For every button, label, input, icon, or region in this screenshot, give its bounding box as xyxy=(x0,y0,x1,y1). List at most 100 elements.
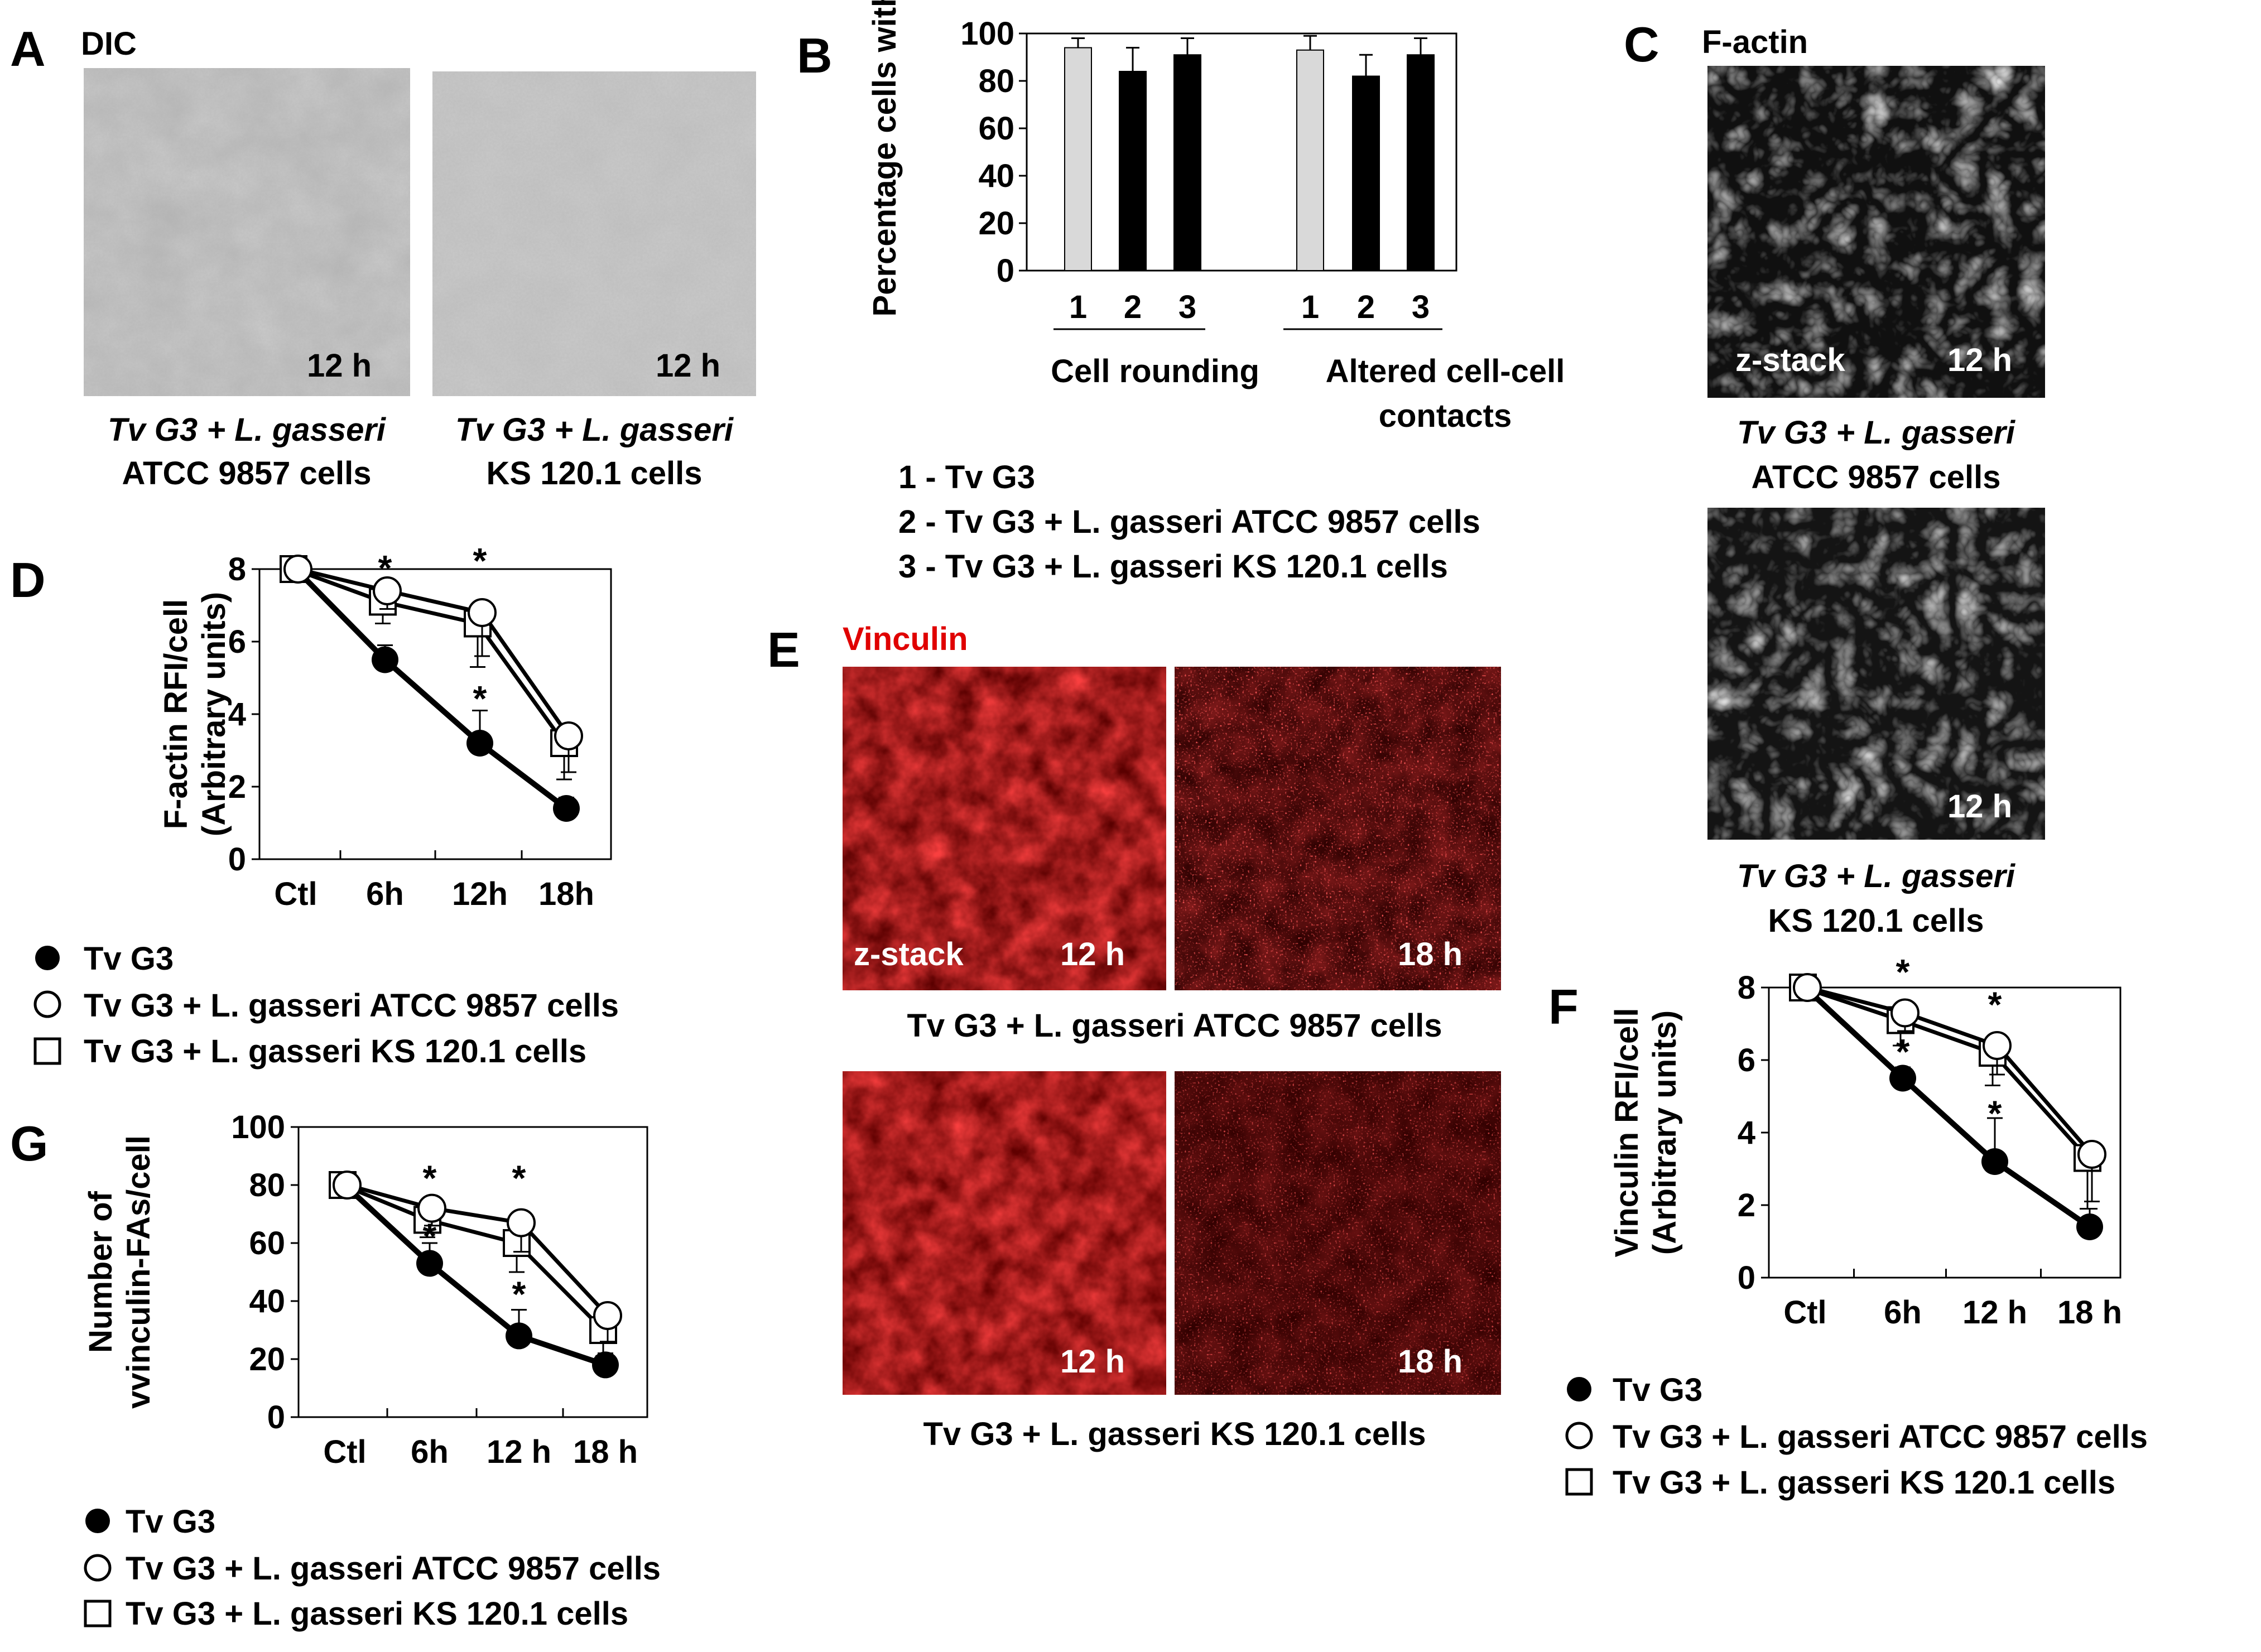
legend-filled-circle xyxy=(35,946,60,970)
panel-f-letter: F xyxy=(1548,979,1579,1034)
significance-star: * xyxy=(473,678,487,719)
significance-star: * xyxy=(423,1158,437,1198)
y-axis-label: (Arbitrary units) xyxy=(1647,1010,1683,1255)
panel-d-legend: Tv G3 Tv G3 + L. gasseri ATCC 9857 cells… xyxy=(33,941,619,1070)
panel-f-legend-3: Tv G3 + L. gasseri KS 120.1 cells xyxy=(1613,1465,2115,1501)
panel-d-legend-2: Tv G3 + L. gasseri ATCC 9857 cells xyxy=(84,988,619,1024)
plot-frame xyxy=(1026,32,1457,272)
data-point xyxy=(2077,1140,2106,1169)
data-point xyxy=(2076,1213,2103,1240)
series-line xyxy=(1807,985,2094,1156)
group-label-rounding: Cell rounding xyxy=(1051,353,1259,389)
x-category-label: 3 xyxy=(1412,289,1430,325)
panel-f-legend-1: Tv G3 xyxy=(1613,1372,1702,1408)
factin-atcc-time: 12 h xyxy=(1947,342,2012,378)
data-point xyxy=(468,598,497,627)
chart-d: 0 2 4 6 8 Ctl 6h 12h 18h F-actin RFI/cell (Arbitra… xyxy=(158,541,612,912)
panel-e-caption-2: Tv G3 + L. gasseri KS 120.1 cells xyxy=(923,1416,1426,1452)
factin-image-atcc xyxy=(1707,66,2045,398)
legend-open-square xyxy=(33,1037,61,1065)
x-category-label: 6h xyxy=(1884,1294,1922,1331)
dic-image-atcc xyxy=(84,68,410,396)
y-tick-label: 0 xyxy=(1738,1260,1755,1296)
panel-b-legend-2: 2 - Tv G3 + L. gasseri ATCC 9857 cells xyxy=(898,504,1480,540)
y-tick-label: 0 xyxy=(267,1399,285,1436)
panel-a-caption-2a: Tv G3 + L. gasseri xyxy=(455,412,734,448)
series-line xyxy=(1802,985,2089,1159)
y-axis-label: (Arbitrary units) xyxy=(196,592,232,836)
data-point xyxy=(1889,1065,1916,1092)
y-tick-label: 0 xyxy=(228,841,246,878)
panel-c-title: F-actin xyxy=(1702,24,1808,60)
data-point xyxy=(592,1351,619,1379)
legend-open-square xyxy=(1565,1468,1593,1496)
panel-f-legend: Tv G3 Tv G3 + L. gasseri ATCC 9857 cells… xyxy=(1565,1372,2148,1501)
data-point xyxy=(333,1171,362,1200)
factin-ks-time: 12 h xyxy=(1947,788,2012,825)
panel-c-caption-2b: KS 120.1 cells xyxy=(1768,903,1984,939)
panel-a-caption-1a: Tv G3 + L. gasseri xyxy=(108,412,387,448)
significance-star: * xyxy=(1896,952,1910,992)
y-tick-label: 40 xyxy=(249,1283,285,1319)
y-axis-label: Vinculin RFI/cell xyxy=(1609,1008,1645,1258)
panel-c-caption-1a: Tv G3 + L. gasseri xyxy=(1737,415,2016,451)
significance-star: * xyxy=(1988,985,2002,1025)
y-tick-label: 100 xyxy=(231,1109,285,1145)
panel-e-caption-1: Tv G3 + L. gasseri ATCC 9857 cells xyxy=(907,1008,1442,1044)
significance-star: * xyxy=(378,548,392,588)
x-category-label: 18 h xyxy=(2057,1294,2122,1331)
panel-a-caption-1b: ATCC 9857 cells xyxy=(122,455,371,492)
legend-open-square xyxy=(84,1600,112,1627)
x-category-label: 1 xyxy=(1069,289,1087,325)
panel-g-letter: G xyxy=(10,1116,48,1171)
series-line xyxy=(343,1183,607,1368)
vinculin-ks-time-12: 12 h xyxy=(1060,1343,1125,1380)
legend-filled-circle xyxy=(1567,1377,1591,1401)
dic-atcc-time: 12 h xyxy=(307,348,372,384)
data-point xyxy=(554,721,583,750)
vinculin-atcc-12h xyxy=(843,667,1166,990)
y-axis-label: F-actin RFI/cell xyxy=(158,599,194,830)
data-point xyxy=(593,1301,622,1330)
data-point xyxy=(373,576,402,605)
plot-frame xyxy=(1768,986,2122,1279)
data-point xyxy=(1983,1031,2012,1060)
legend-open-circle xyxy=(84,1554,112,1582)
chart-f: 0 2 4 6 8 Ctl 6h 12 h 18 h Vinculin RFI/cell (Arbi… xyxy=(1609,952,2122,1331)
y-tick-label: 60 xyxy=(978,110,1014,147)
bar xyxy=(1173,54,1201,271)
bar xyxy=(1119,71,1147,271)
significance-star: * xyxy=(512,1158,526,1198)
y-tick-label: 6 xyxy=(228,624,246,660)
data-point xyxy=(417,1193,446,1223)
panel-c-caption-2a: Tv G3 + L. gasseri xyxy=(1737,858,2016,894)
y-tick-label: 20 xyxy=(978,205,1014,242)
panel-d-letter: D xyxy=(10,552,46,608)
data-point xyxy=(1793,973,1822,1002)
chart-g: 0 20 40 60 80 100 Ctl 6h 12 h 18 h Number of vvincu… xyxy=(83,1109,648,1470)
panel-g-legend: Tv G3 Tv G3 + L. gasseri ATCC 9857 cells… xyxy=(84,1504,661,1632)
data-point xyxy=(466,730,493,757)
x-category-label: 2 xyxy=(1124,289,1142,325)
panel-d-legend-3: Tv G3 + L. gasseri KS 120.1 cells xyxy=(84,1033,586,1070)
x-category-label: 18 h xyxy=(573,1434,638,1470)
data-point xyxy=(372,646,398,673)
y-tick-label: 0 xyxy=(997,253,1014,289)
legend-open-circle xyxy=(1565,1422,1593,1449)
data-point xyxy=(1890,998,1920,1028)
dic-image-ks xyxy=(432,71,756,396)
series-line xyxy=(1803,985,2091,1230)
x-category-label: 18h xyxy=(538,876,594,912)
y-tick-label: 100 xyxy=(960,16,1014,52)
x-category-label: 3 xyxy=(1178,289,1196,325)
y-axis-label: Percentage cells with xyxy=(867,0,903,316)
factin-atcc-tag: z-stack xyxy=(1735,342,1845,378)
bar xyxy=(1407,54,1435,271)
x-category-label: 12h xyxy=(452,876,508,912)
y-axis-label: vvinculin-FAs/cell xyxy=(121,1135,157,1409)
x-category-label: 2 xyxy=(1357,289,1375,325)
data-point xyxy=(416,1250,443,1277)
y-tick-label: 2 xyxy=(228,769,246,805)
x-category-label: 6h xyxy=(411,1434,449,1470)
